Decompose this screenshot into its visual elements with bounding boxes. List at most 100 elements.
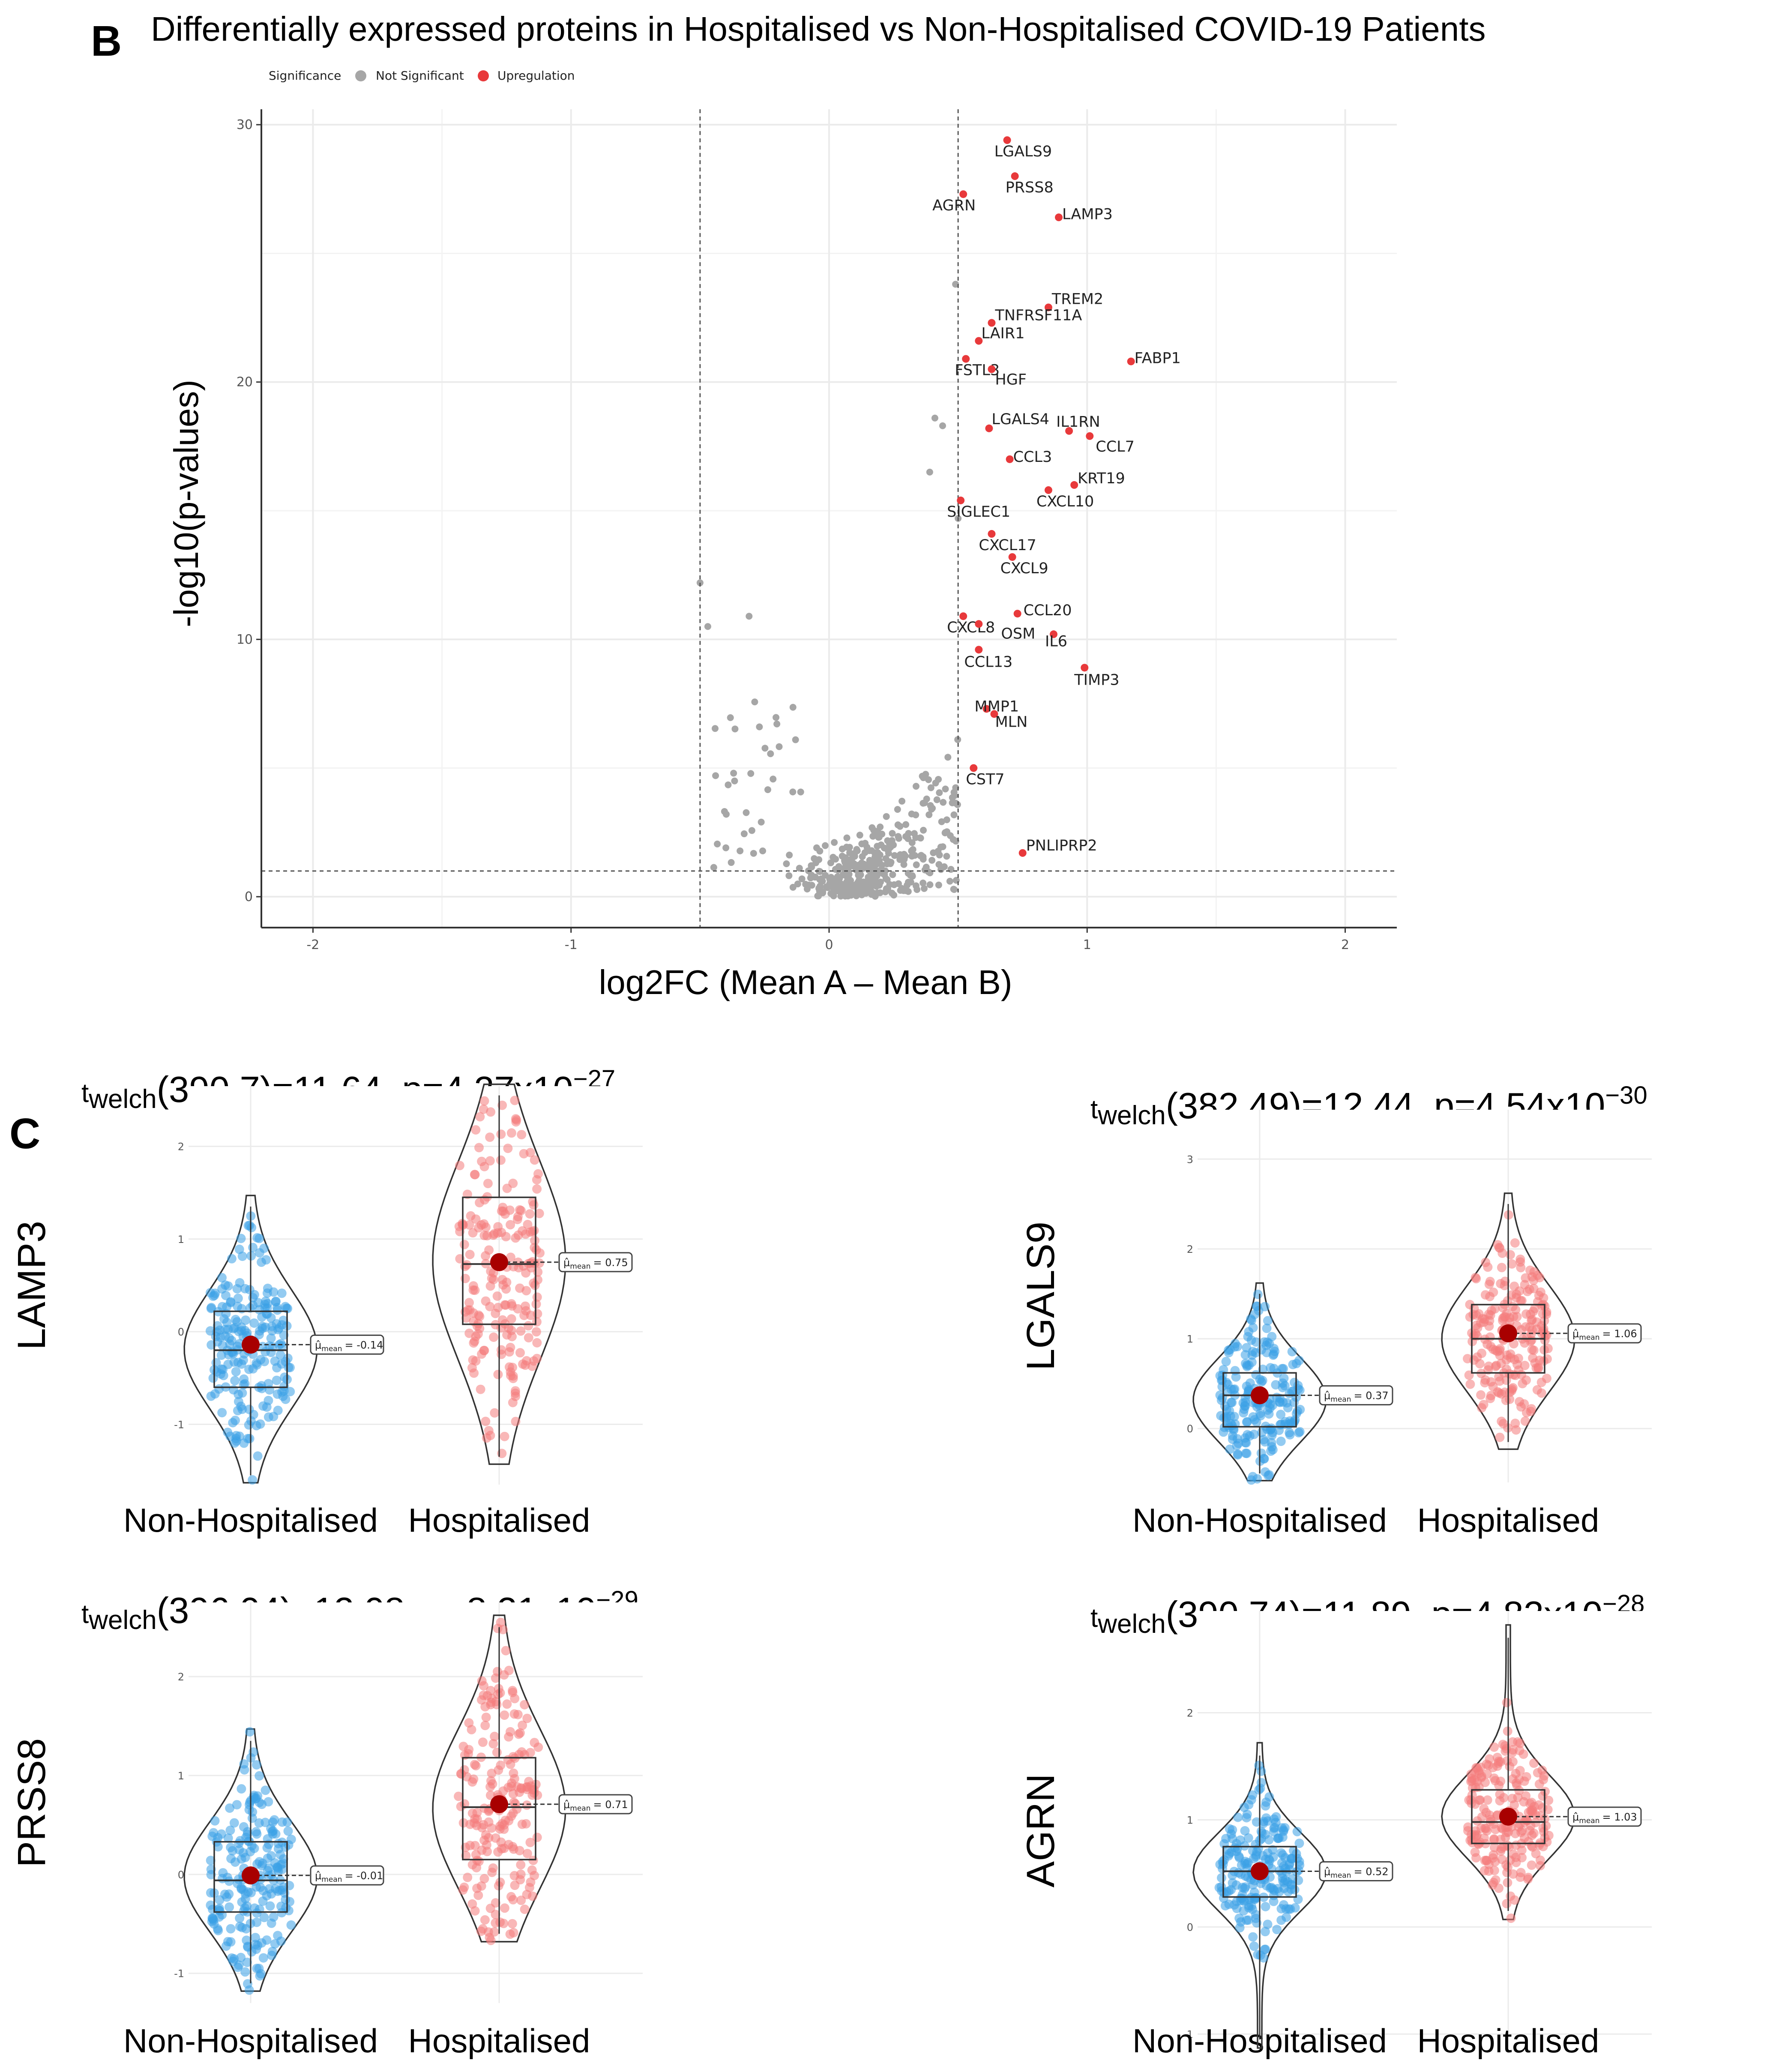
ns-point [898,797,906,805]
violin-jitter-point [235,1836,245,1846]
ns-point [704,623,711,630]
violin-jitter-point [283,1353,293,1363]
violin-jitter-point [242,1901,252,1911]
violin-jitter-point [1272,1925,1282,1934]
violin-jitter-point [1471,1310,1481,1320]
violin-jitter-point [532,1338,542,1347]
violin-jitter-point [492,1748,502,1757]
violin-jitter-point [1244,1327,1254,1337]
up-point-fabp1 [1127,357,1135,365]
ns-point [936,789,943,796]
violin-jitter-point [271,1297,281,1307]
violin-jitter-point [258,1401,268,1411]
ns-point [925,776,932,783]
violin-jitter-point [1285,1430,1295,1440]
violin-jitter-point [261,1785,270,1795]
violin-jitter-point [1509,1312,1518,1322]
ns-point [884,847,892,854]
ns-point [851,860,858,867]
ns-point [883,813,890,820]
volcano-y-tick-label: 20 [237,375,253,390]
ns-point [890,881,898,888]
ns-point [858,840,866,847]
violin-jitter-point [1476,1390,1486,1400]
violin-jitter-point [487,1868,497,1877]
ns-point [941,829,949,836]
up-point-label: KRT19 [1078,470,1125,487]
violin-jitter-point [262,1935,272,1945]
ns-point [832,886,839,893]
ns-point [852,884,860,891]
ns-point [722,811,730,818]
violin-jitter-point [493,1370,503,1379]
violin-jitter-point [235,1913,245,1923]
violin-jitter-point [1262,1347,1272,1357]
ns-point [932,779,939,787]
ns-point [731,777,738,784]
mean-subscript: mean [1579,1817,1599,1825]
violin-jitter-point [273,1844,283,1853]
violin-jitter-point [505,1205,515,1215]
ns-point [876,851,884,859]
volcano-x-tick-label: 0 [825,937,833,952]
up-point-cxcl10 [1044,486,1052,494]
violin-jitter-point [1248,1412,1258,1422]
ns-point [864,876,872,883]
up-point-label: PNLIPRP2 [1026,837,1097,854]
violin-jitter-point [1536,1287,1545,1297]
ns-point [900,850,907,858]
mean-symbol: μ̂ [563,1799,570,1811]
violin-jitter-point [1501,1395,1511,1405]
violin-jitter-point [530,1155,539,1165]
violin-jitter-point [1508,1869,1518,1879]
violin-jitter-point [501,1284,511,1294]
mean-subscript: mean [570,1262,590,1271]
violin-jitter-point [1253,1289,1263,1299]
violin-jitter-point [245,1285,255,1295]
violin-jitter-point [227,1254,237,1264]
violin-jitter-point [1271,1380,1281,1390]
violin-jitter-point [1506,1891,1515,1901]
violin-jitter-point [267,1946,277,1956]
violin-jitter-point [284,1362,294,1372]
violin-jitter-point [475,1112,485,1122]
up-point-ccl7 [1086,432,1094,440]
up-point-mmp1 [982,705,991,713]
ns-point [811,855,818,862]
violin-jitter-point [248,1243,258,1252]
violin-jitter-point [463,1872,473,1882]
ns-point [747,770,755,777]
ns-point [832,856,839,863]
violin-jitter-point [1294,1838,1304,1848]
violin-jitter-point [479,1105,488,1114]
up-point-label: CXCL9 [1000,560,1048,577]
violin-jitter-point [475,1311,485,1321]
mean-symbol: μ̂ [563,1257,570,1269]
violin-jitter-point [511,1233,521,1243]
violin-jitter-point [1251,1910,1261,1919]
violin-jitter-point [1527,1860,1536,1870]
violin-jitter-point [1482,1856,1491,1865]
violin-jitter-point [1243,1833,1253,1843]
violin-jitter-point [206,1865,216,1874]
violin-jitter-point [530,1738,539,1748]
up-point-il6 [1049,630,1057,638]
violin-jitter-point [1261,1797,1271,1807]
ns-point [796,865,803,872]
violin-jitter-point [1479,1400,1488,1410]
violin-y-tick-label: 1 [178,1234,184,1246]
ns-point [925,811,933,818]
violin-jitter-point [1511,1853,1521,1862]
ns-point [895,833,902,840]
mean-label: μ̂mean = 1.03 [1572,1811,1637,1825]
ns-point [954,736,961,743]
violin-jitter-point [503,1144,513,1153]
violin-jitter-point [532,1175,542,1185]
ns-point [856,832,863,839]
stat-exponent: −30 [1605,1081,1647,1109]
violin-jitter-point [515,1728,525,1738]
violin-jitter-point [237,1404,247,1414]
violin-jitter-point [245,1434,255,1443]
